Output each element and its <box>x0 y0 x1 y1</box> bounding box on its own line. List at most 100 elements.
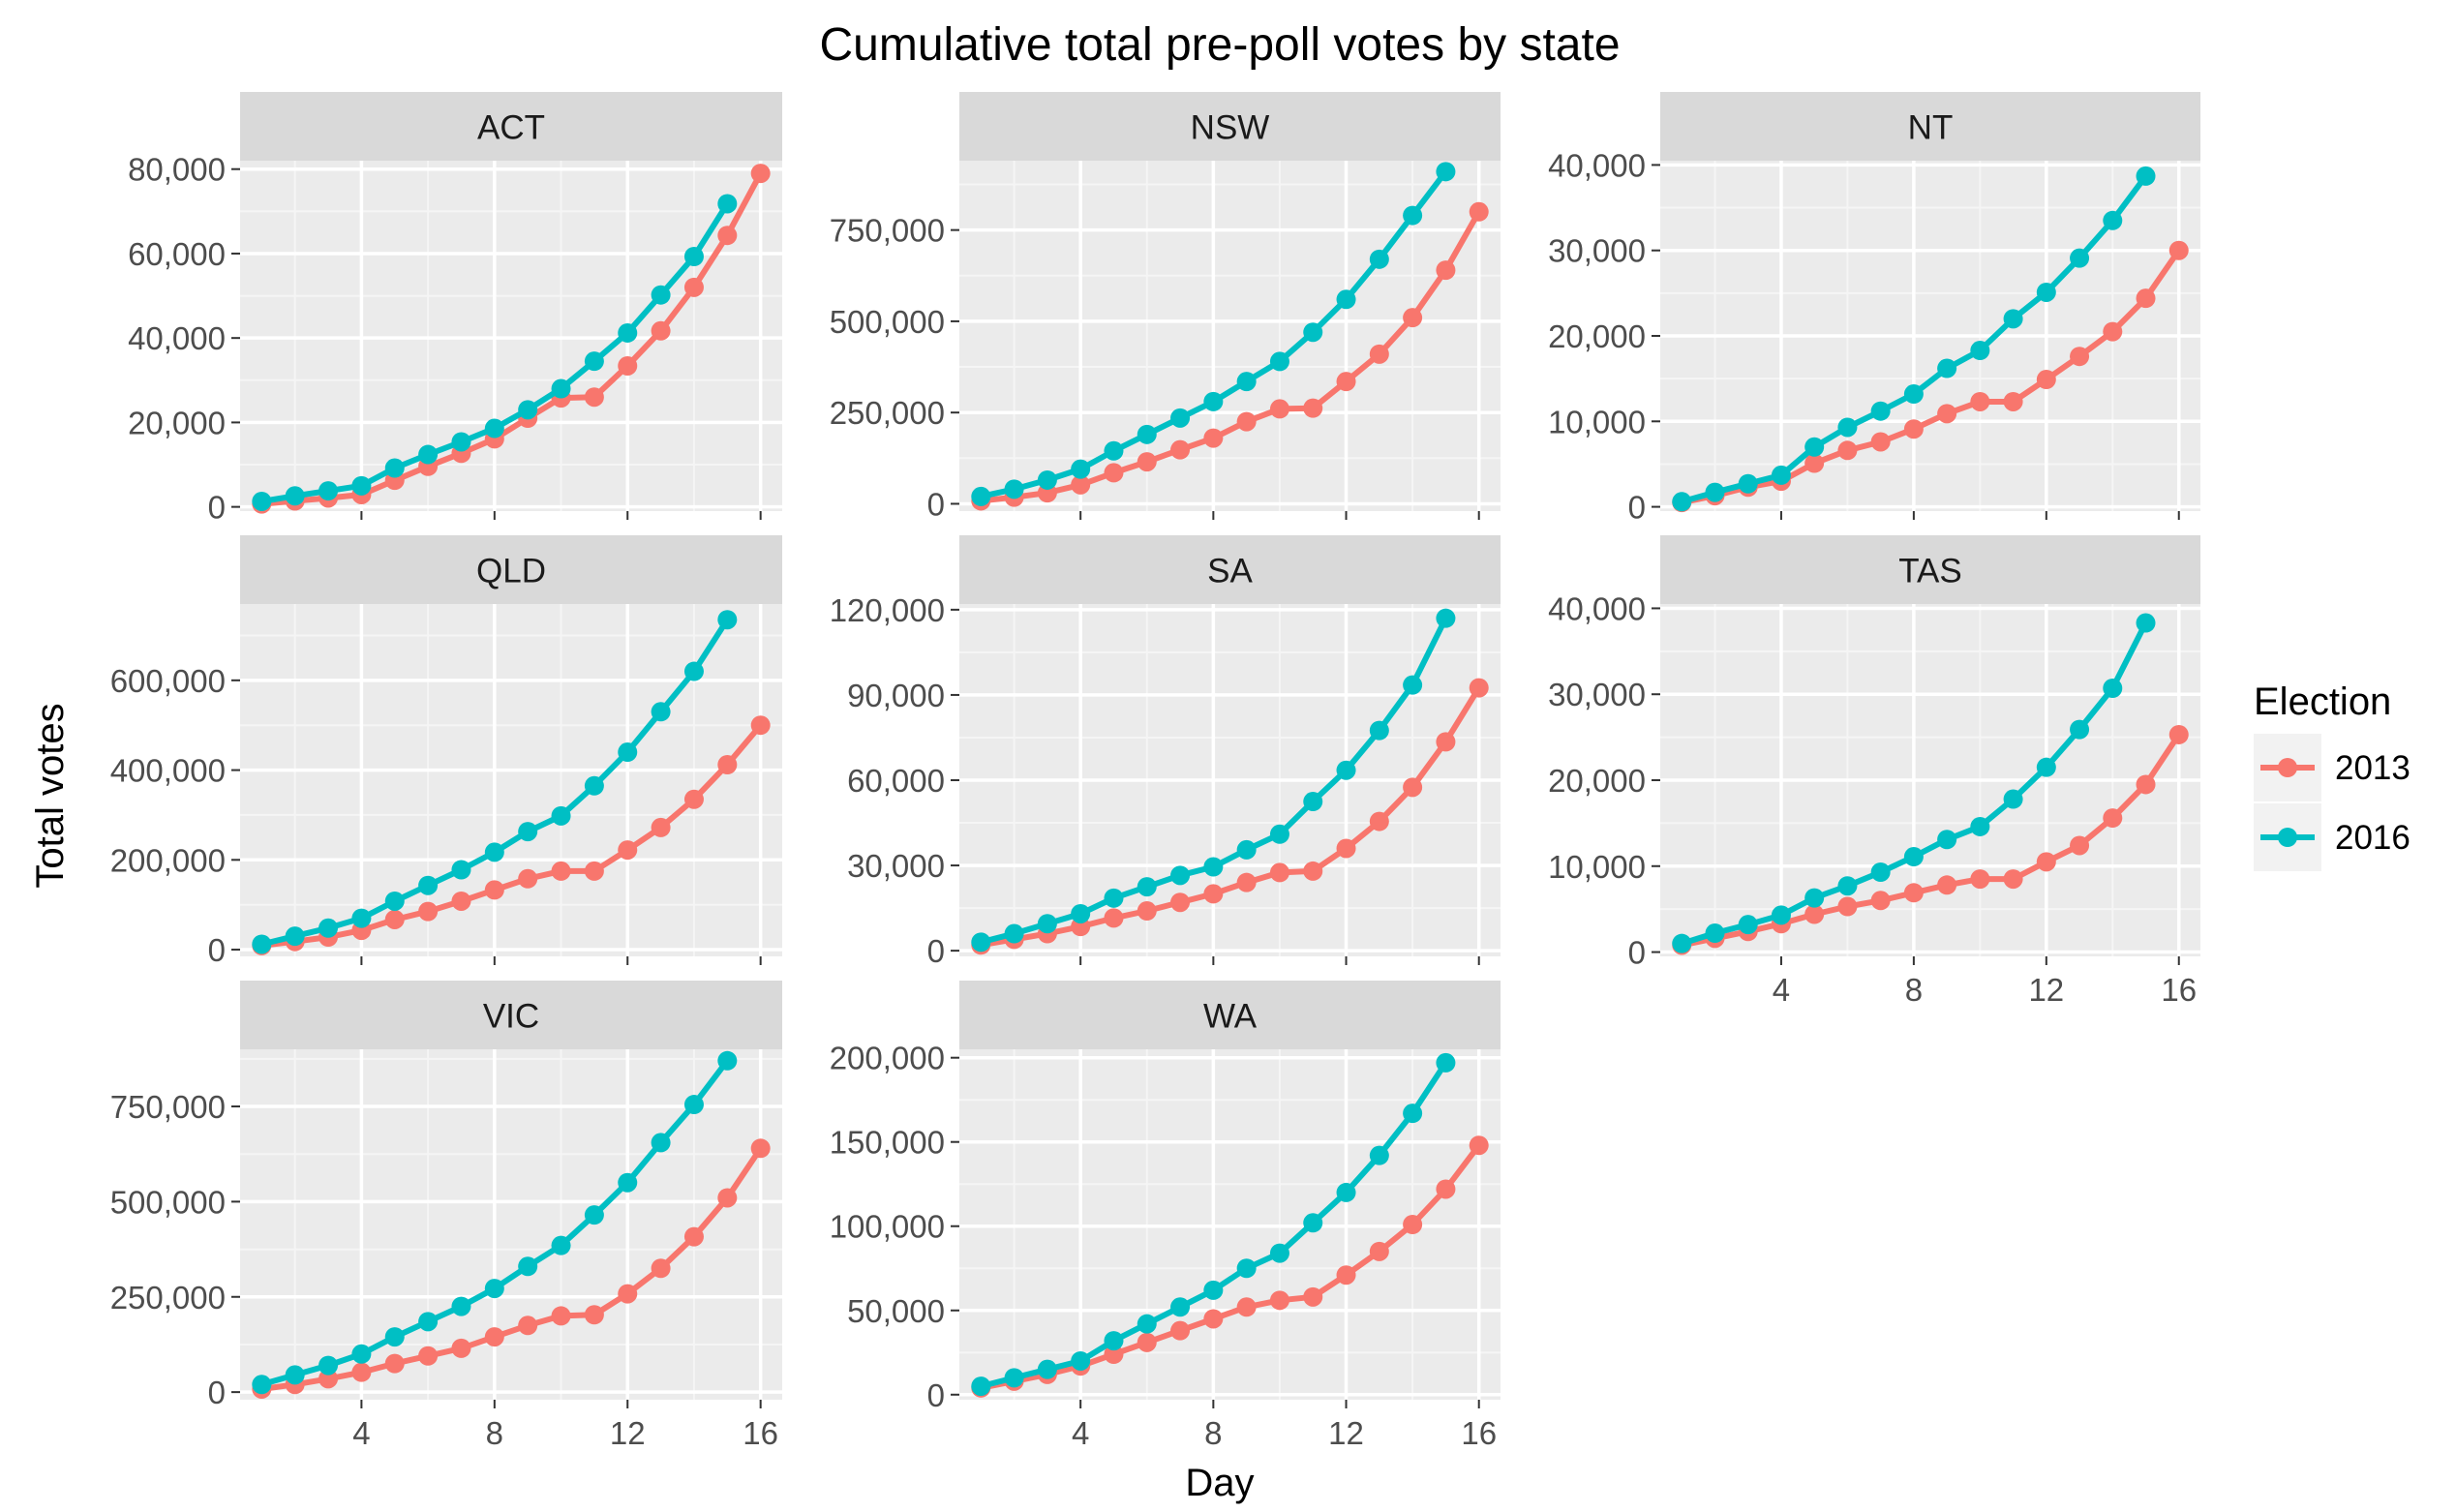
data-point-2016 <box>1170 408 1191 428</box>
data-point-2013 <box>384 909 405 929</box>
data-point-2013 <box>1203 884 1224 904</box>
data-point-2016 <box>1269 351 1289 372</box>
data-point-2013 <box>1203 1309 1224 1329</box>
data-point-2016 <box>2103 679 2123 699</box>
data-point-2016 <box>1403 205 1423 226</box>
data-point-2016 <box>252 1375 272 1395</box>
data-point-2013 <box>1269 399 1289 419</box>
y-tick-label: 0 <box>927 486 945 522</box>
x-tick-label: 16 <box>2161 972 2197 1008</box>
facet-strip <box>240 981 782 1049</box>
data-point-2016 <box>252 491 272 511</box>
facet-label: NSW <box>1191 109 1270 147</box>
data-point-2013 <box>1870 432 1891 452</box>
data-point-2013 <box>1970 391 1990 411</box>
data-point-2013 <box>1104 908 1124 928</box>
data-point-2013 <box>717 1188 738 1208</box>
data-point-2013 <box>2003 869 2023 890</box>
y-tick-label: 150,000 <box>830 1125 945 1161</box>
data-point-2016 <box>1303 1213 1323 1233</box>
facet-strip <box>1660 535 2200 604</box>
x-tick-label: 16 <box>743 1415 778 1451</box>
data-point-2016 <box>551 805 571 826</box>
data-point-2016 <box>1870 862 1891 882</box>
x-tick-label: 4 <box>1072 1415 1089 1451</box>
data-point-2013 <box>1236 872 1257 892</box>
data-point-2016 <box>1269 1243 1289 1263</box>
data-point-2013 <box>351 1362 372 1382</box>
y-tick-label: 250,000 <box>830 395 945 431</box>
data-point-2013 <box>1469 201 1489 222</box>
y-tick-label: 20,000 <box>128 405 226 440</box>
legend-label: 2016 <box>2335 819 2411 857</box>
facet-label: WA <box>1203 998 1258 1036</box>
data-point-2016 <box>1037 469 1057 490</box>
data-point-2013 <box>1436 1179 1456 1199</box>
data-point-2016 <box>1203 391 1224 411</box>
y-tick-label: 60,000 <box>847 763 945 799</box>
data-point-2016 <box>971 932 991 953</box>
data-point-2016 <box>717 1050 738 1071</box>
data-point-2013 <box>683 789 704 809</box>
data-point-2013 <box>1203 428 1224 448</box>
data-point-2016 <box>451 1296 471 1316</box>
data-point-2013 <box>318 1369 339 1389</box>
data-point-2013 <box>451 891 471 911</box>
data-point-2016 <box>1705 923 1725 944</box>
facet-strip <box>959 535 1501 604</box>
data-point-2016 <box>584 1205 604 1225</box>
y-tick-label: 10,000 <box>1548 404 1646 439</box>
x-tick-label: 4 <box>352 1415 370 1451</box>
data-point-2016 <box>1104 1331 1124 1351</box>
data-point-2013 <box>2036 370 2056 390</box>
panel-background <box>240 161 782 511</box>
data-point-2016 <box>1004 479 1024 499</box>
data-point-2013 <box>584 387 604 408</box>
data-point-2016 <box>1336 760 1356 780</box>
data-point-2016 <box>1236 372 1257 392</box>
data-point-2013 <box>1170 892 1191 913</box>
data-point-2013 <box>1170 1320 1191 1341</box>
data-point-2016 <box>2070 719 2090 740</box>
y-tick-label: 0 <box>208 490 226 526</box>
data-point-2016 <box>1937 830 1957 850</box>
series-line-2013 <box>261 171 764 507</box>
data-point-2013 <box>1469 1135 1489 1156</box>
x-tick-label: 4 <box>1773 972 1790 1008</box>
data-point-2013 <box>551 861 571 881</box>
y-tick-label: 0 <box>927 1377 945 1413</box>
y-tick-label: 200,000 <box>830 1041 945 1076</box>
data-point-2013 <box>1137 901 1157 922</box>
x-tick-label: 12 <box>1328 1415 1364 1451</box>
data-point-2016 <box>1837 417 1858 438</box>
data-point-2013 <box>1436 732 1456 752</box>
data-point-2013 <box>1137 1332 1157 1352</box>
data-point-2013 <box>2136 774 2156 795</box>
data-point-2016 <box>2103 210 2123 230</box>
y-tick-label: 40,000 <box>128 320 226 356</box>
data-point-2016 <box>318 918 339 938</box>
data-point-2016 <box>1672 933 1692 953</box>
y-tick-label: 750,000 <box>110 1089 226 1125</box>
data-point-2016 <box>1303 322 1323 343</box>
data-point-2016 <box>318 1355 339 1376</box>
data-point-2013 <box>1369 344 1389 364</box>
data-point-2013 <box>2003 391 2023 411</box>
data-point-2016 <box>1436 608 1456 628</box>
data-point-2016 <box>1369 720 1389 741</box>
data-point-2016 <box>1303 792 1323 812</box>
data-point-2016 <box>683 1095 704 1115</box>
data-point-2013 <box>518 1315 538 1336</box>
facet-label: QLD <box>476 553 546 590</box>
y-tick-label: 30,000 <box>1548 233 1646 269</box>
panel-act: ACT 0 20,000 40,000 60,000 80,000 <box>128 92 782 526</box>
data-point-2013 <box>1937 404 1957 424</box>
data-point-2016 <box>551 1235 571 1255</box>
data-point-2013 <box>618 355 638 376</box>
data-point-2013 <box>584 861 604 881</box>
data-point-2013 <box>1469 678 1489 698</box>
facet-strip <box>959 981 1501 1049</box>
series-line-2013 <box>260 723 763 949</box>
x-tick-label: 8 <box>1204 1415 1222 1451</box>
